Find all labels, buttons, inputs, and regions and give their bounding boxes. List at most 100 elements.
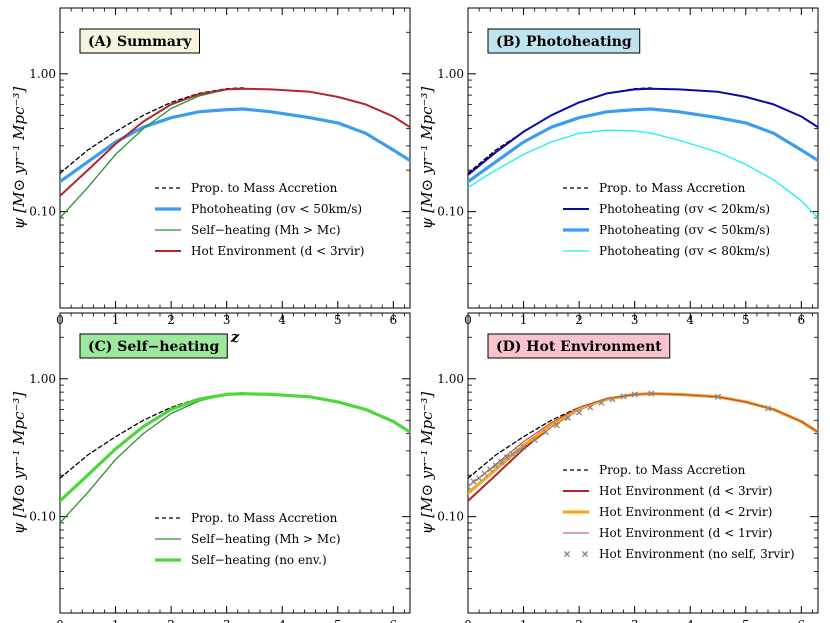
y-tick-label: 1.00	[437, 67, 464, 81]
x-tick-label: 3	[223, 618, 231, 623]
legend-label: Hot Environment (no self, 3rvir)	[599, 547, 795, 561]
panel-title-box: (A) Summary	[79, 28, 200, 54]
legend: Prop. to Mass Accretion Self−heating (Mh …	[155, 511, 341, 567]
data-point	[620, 393, 627, 400]
data-point	[648, 390, 655, 397]
legend: Prop. to Mass Accretion Photoheating (σv …	[155, 181, 364, 258]
panel-title-box: (B) Photoheating	[487, 28, 641, 54]
series-group	[468, 390, 818, 502]
data-point	[631, 391, 638, 398]
legend-label: Hot Environment (d < 2rvir)	[599, 505, 772, 519]
data-point	[520, 443, 527, 451]
series-group	[468, 87, 818, 219]
x-axis-title: z	[230, 328, 240, 346]
legend-item: Photoheating (σv < 50km/s)	[563, 223, 770, 237]
x-tick-label: 4	[686, 618, 694, 623]
data-point	[509, 450, 516, 458]
x-tick-label: 5	[334, 618, 342, 623]
series-line	[468, 129, 818, 219]
series-line	[60, 88, 244, 219]
y-tick-label: 0.10	[437, 205, 464, 219]
legend-item: Self−heating (Mh > Mc)	[155, 223, 341, 237]
legend-label: Photoheating (σv < 20km/s)	[599, 202, 770, 216]
y-tick-label: 1.00	[29, 372, 56, 386]
y-tick-label: 0.10	[29, 510, 56, 524]
panel-title-bg	[79, 333, 228, 359]
series-line	[468, 107, 818, 184]
data-point	[714, 393, 722, 400]
data-point	[503, 454, 510, 461]
legend-label: Photoheating (σv < 80km/s)	[599, 244, 770, 258]
legend-label: Photoheating (σv < 50km/s)	[191, 202, 362, 216]
y-axis-title: ψ [M⊙ yr⁻¹ Mpc⁻³]	[10, 392, 28, 535]
series-line	[60, 392, 244, 479]
legend-label: Hot Environment (d < 3rvir)	[599, 484, 772, 498]
series-line	[60, 87, 410, 197]
legend-label: Prop. to Mass Accretion	[599, 463, 746, 477]
data-point	[492, 462, 499, 469]
plot-frame	[467, 7, 819, 309]
legend-label: Prop. to Mass Accretion	[191, 181, 338, 195]
panel-3: 0 1 2 3 4 5 6 0.10 1.00 z ψ [M⊙ yr⁻¹ Mpc⁻³] (C) Sel…	[10, 312, 411, 623]
panel-title: (C) Self−heating	[88, 339, 219, 355]
panel-title-bg	[487, 333, 671, 359]
x-tick-label: 6	[390, 618, 398, 623]
x-tick-label: 1	[520, 618, 528, 623]
data-point	[476, 475, 483, 482]
legend-item: Prop. to Mass Accretion	[563, 181, 746, 195]
legend-label: Hot Environment (d < 1rvir)	[599, 526, 772, 540]
data-point	[514, 447, 522, 454]
legend-label: Prop. to Mass Accretion	[599, 181, 746, 195]
legend-item: Hot Environment (d < 2rvir)	[563, 505, 772, 519]
x-tick-label: 0	[464, 618, 472, 623]
data-point	[609, 396, 616, 403]
y-tick-label: 0.10	[437, 510, 464, 524]
data-point	[487, 466, 494, 473]
legend-label: Self−heating (no env.)	[191, 553, 327, 567]
legend-item: Prop. to Mass Accretion	[155, 181, 338, 195]
data-point	[764, 405, 772, 412]
data-point	[542, 429, 549, 436]
series-line	[60, 107, 410, 184]
x-tick-label: 1	[112, 618, 120, 623]
y-tick-label: 0.10	[29, 205, 56, 219]
legend-label: Photoheating (σv < 50km/s)	[599, 223, 770, 237]
legend-marker	[581, 550, 589, 558]
plot-frame	[467, 312, 819, 614]
data-point	[598, 399, 605, 406]
legend-item: Hot Environment (d < 3rvir)	[155, 244, 364, 258]
panel-title-box: (D) Hot Environment	[487, 333, 671, 359]
data-point	[531, 436, 538, 444]
y-axis-title: ψ [M⊙ yr⁻¹ Mpc⁻³]	[418, 392, 436, 535]
series-group	[60, 87, 410, 219]
legend: Prop. to Mass Accretion Hot Environment (…	[563, 463, 795, 561]
series-line	[468, 87, 818, 176]
legend-item: Photoheating (σv < 20km/s)	[563, 202, 770, 216]
x-tick-label: 2	[167, 618, 175, 623]
panel-title-box: (C) Self−heating	[79, 333, 228, 359]
data-point	[481, 470, 488, 477]
panel-title-bg	[487, 28, 641, 54]
plot-frame	[59, 7, 411, 309]
legend-item: Hot Environment (d < 3rvir)	[563, 484, 772, 498]
legend: Prop. to Mass Accretion Photoheating (σv …	[563, 181, 770, 258]
legend-item: Photoheating (σv < 80km/s)	[563, 244, 770, 258]
data-point	[587, 404, 594, 411]
legend-marker	[563, 550, 571, 558]
series-group	[60, 392, 410, 524]
data-point	[564, 414, 572, 422]
panel-title: (B) Photoheating	[496, 34, 632, 50]
legend-label: Self−heating (Mh > Mc)	[191, 223, 341, 237]
x-tick-label: 3	[631, 618, 639, 623]
y-tick-label: 1.00	[437, 372, 464, 386]
legend-item: Self−heating (no env.)	[155, 553, 327, 567]
legend-item: Hot Environment (d < 1rvir)	[563, 526, 772, 540]
x-tick-label: 2	[575, 618, 583, 623]
series-line	[60, 393, 244, 524]
legend-item: Prop. to Mass Accretion	[563, 463, 746, 477]
data-point	[470, 478, 477, 485]
plot-frame	[59, 312, 411, 614]
legend-item: Prop. to Mass Accretion	[155, 511, 338, 525]
